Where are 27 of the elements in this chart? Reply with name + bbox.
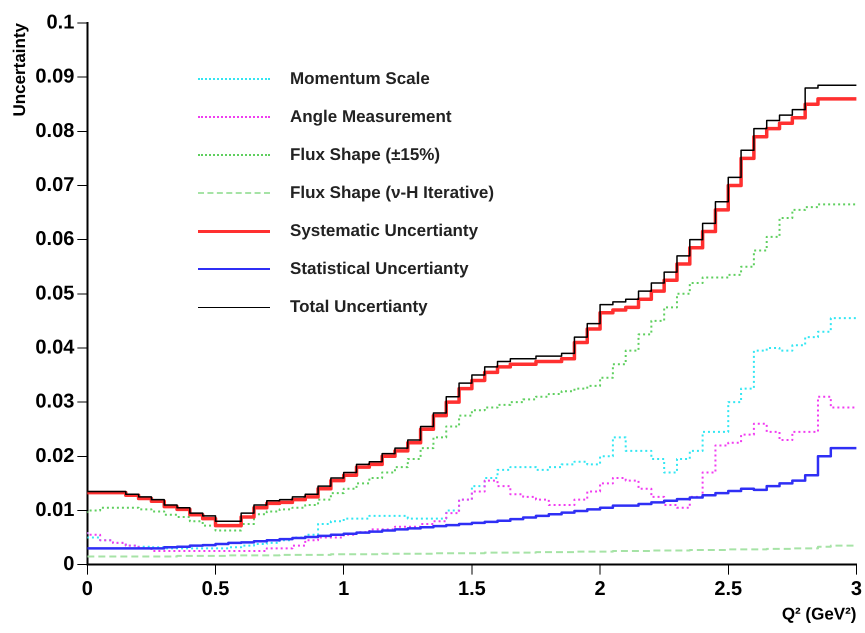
x-tick-label: 1.5 [458,578,486,600]
y-tick-label: 0.05 [35,282,74,304]
x-tick-label: 3 [850,578,862,600]
legend-label: Statistical Uncertianty [290,259,469,279]
legend-label: Total Uncertianty [290,297,428,317]
x-tick-label: 0.5 [202,578,230,600]
y-tick-label: 0.04 [35,336,76,358]
y-tick-label: 0.08 [35,120,74,142]
y-tick-label: 0.09 [35,66,74,88]
y-tick-label: 0.01 [35,498,74,521]
x-axis-title: Q² (GeV²) [782,604,856,624]
x-tick-label: 1 [338,578,350,600]
legend-label: Systematic Uncertianty [290,221,478,241]
y-tick-label: 0.03 [35,390,74,413]
y-tick-label: 0.02 [35,444,74,467]
y-tick-label: 0.07 [35,174,74,196]
legend-label: Angle Measurement [290,107,452,127]
legend-label: Flux Shape (±15%) [290,145,440,165]
x-tick-label: 0 [82,578,93,600]
y-tick-label: 0.1 [46,12,74,34]
y-axis-title: Uncertainty [10,22,29,117]
legend-label: Momentum Scale [290,69,430,89]
x-tick-label: 2.5 [714,578,742,600]
x-tick-label: 2 [594,578,606,600]
y-tick-label: 0.06 [35,228,74,250]
y-tick-label: 0 [63,553,74,576]
legend-label: Flux Shape (ν-H Iterative) [290,183,494,203]
